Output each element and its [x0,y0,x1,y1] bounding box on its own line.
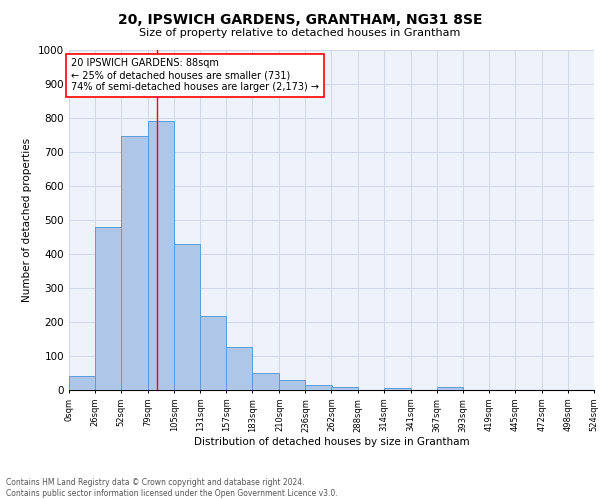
Bar [148,122,174,390]
Bar [69,376,95,390]
Bar [331,388,358,390]
Y-axis label: Number of detached properties: Number of detached properties [22,138,32,302]
X-axis label: Distribution of detached houses by size in Grantham: Distribution of detached houses by size … [194,437,469,447]
Bar [200,316,226,390]
Bar [383,388,410,390]
Bar [174,244,200,390]
Bar [121,136,148,390]
Bar [280,380,305,390]
Bar [437,388,463,390]
Text: 20, IPSWICH GARDENS, GRANTHAM, NG31 8SE: 20, IPSWICH GARDENS, GRANTHAM, NG31 8SE [118,12,482,26]
Bar [253,373,280,390]
Bar [226,347,253,390]
Bar [95,227,121,390]
Bar [305,385,331,390]
Text: Size of property relative to detached houses in Grantham: Size of property relative to detached ho… [139,28,461,38]
Text: 20 IPSWICH GARDENS: 88sqm
← 25% of detached houses are smaller (731)
74% of semi: 20 IPSWICH GARDENS: 88sqm ← 25% of detac… [71,58,319,92]
Text: Contains HM Land Registry data © Crown copyright and database right 2024.
Contai: Contains HM Land Registry data © Crown c… [6,478,338,498]
